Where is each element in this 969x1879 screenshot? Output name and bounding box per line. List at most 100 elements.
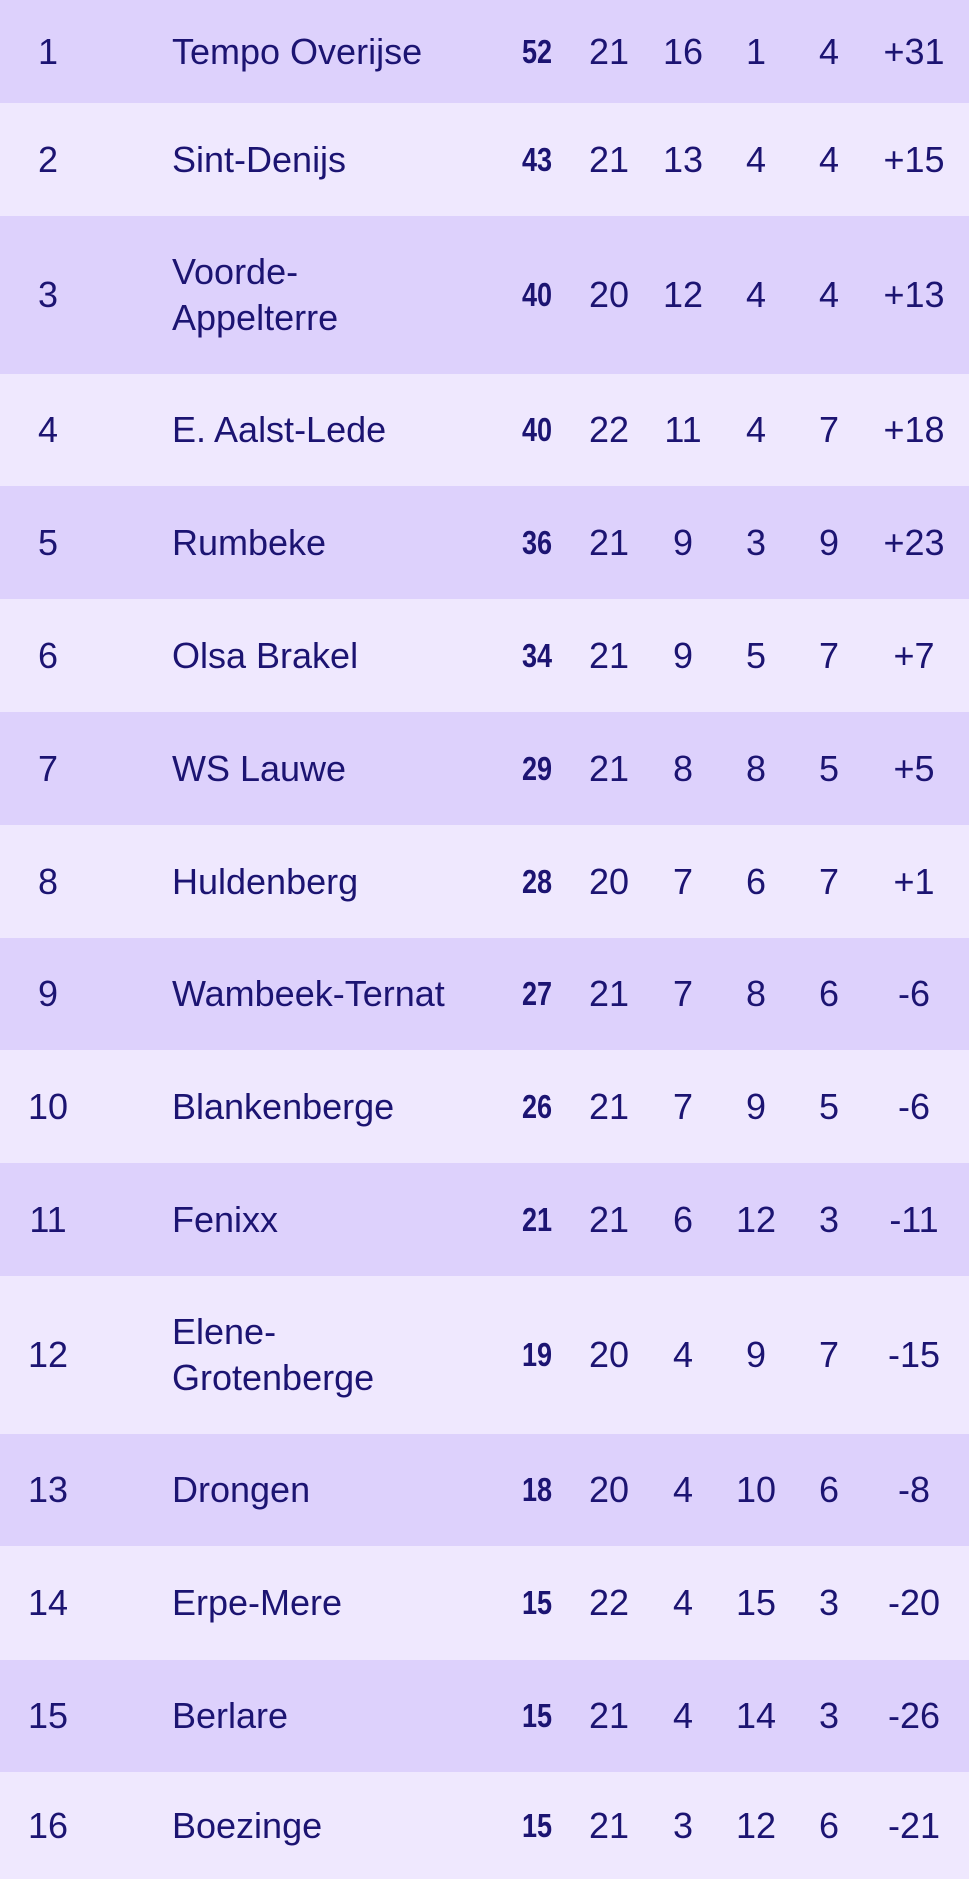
- rank-cell: 4: [37, 409, 59, 450]
- table-row[interactable]: 11 Fenixx 21 21 6 12 3 -11: [0, 1163, 969, 1276]
- drawn-cell: 4: [745, 409, 767, 450]
- table-row[interactable]: 13 Drongen 18 20 4 10 6 -8: [0, 1434, 969, 1546]
- table-row[interactable]: 14 Erpe-Mere 15 22 4 15 3 -20: [0, 1546, 969, 1660]
- team-name: Erpe-Mere: [172, 1582, 343, 1623]
- goal-diff-cell: +13: [883, 274, 945, 315]
- team-name: Drongen: [172, 1469, 311, 1510]
- goal-diff-cell: +18: [883, 409, 945, 450]
- table-row[interactable]: 7 WS Lauwe 29 21 8 8 5 +5: [0, 712, 969, 825]
- played-cell: 20: [588, 274, 630, 315]
- played-cell: 21: [588, 973, 630, 1014]
- played-cell: 20: [588, 1469, 630, 1510]
- rank-cell: 16: [27, 1804, 69, 1846]
- lost-cell: 3: [818, 1695, 840, 1736]
- won-cell: 4: [672, 1469, 694, 1510]
- rank-cell: 1: [37, 30, 59, 72]
- points-cell: 40: [521, 411, 553, 448]
- table-row[interactable]: 15 Berlare 15 21 4 14 3 -26: [0, 1660, 969, 1772]
- lost-cell: 7: [818, 409, 840, 450]
- drawn-cell: 14: [735, 1695, 777, 1736]
- won-cell: 16: [662, 30, 704, 72]
- rank-cell: 3: [37, 274, 59, 315]
- drawn-cell: 5: [745, 634, 767, 676]
- rank-cell: 9: [37, 973, 59, 1014]
- played-cell: 21: [588, 138, 630, 180]
- table-row[interactable]: 8 Huldenberg 28 20 7 6 7 +1: [0, 825, 969, 938]
- team-name: Huldenberg: [172, 860, 359, 902]
- drawn-cell: 15: [735, 1582, 777, 1623]
- goal-diff-cell: -8: [897, 1469, 930, 1510]
- drawn-cell: 4: [745, 274, 767, 315]
- played-cell: 22: [588, 1582, 630, 1623]
- won-cell: 8: [672, 747, 694, 789]
- won-cell: 9: [672, 521, 694, 563]
- lost-cell: 7: [818, 634, 840, 676]
- rank-cell: 8: [37, 860, 59, 902]
- points-cell: 52: [521, 32, 553, 70]
- lost-cell: 3: [818, 1582, 840, 1623]
- team-name: Elene- Grotenberge: [172, 1311, 375, 1398]
- won-cell: 7: [672, 973, 694, 1014]
- team-name: Tempo Overijse: [172, 30, 423, 72]
- rank-cell: 13: [27, 1469, 69, 1510]
- table-row[interactable]: 5 Rumbeke 36 21 9 3 9 +23: [0, 486, 969, 599]
- goal-diff-cell: +5: [893, 747, 935, 789]
- rank-cell: 5: [37, 521, 59, 563]
- lost-cell: 6: [818, 1469, 840, 1510]
- won-cell: 4: [672, 1695, 694, 1736]
- team-name: Olsa Brakel: [172, 634, 359, 676]
- points-cell: 43: [521, 140, 553, 178]
- lost-cell: 4: [818, 138, 840, 180]
- drawn-cell: 8: [745, 747, 767, 789]
- rank-cell: 14: [27, 1582, 69, 1623]
- goal-diff-cell: +15: [883, 138, 945, 180]
- won-cell: 13: [662, 138, 704, 180]
- points-cell: 28: [521, 862, 553, 900]
- won-cell: 4: [672, 1582, 694, 1623]
- lost-cell: 5: [818, 1085, 840, 1127]
- played-cell: 21: [588, 1198, 630, 1240]
- team-name: Voorde- Appelterre: [172, 251, 339, 338]
- rank-cell: 12: [27, 1334, 69, 1375]
- team-name: Blankenberge: [172, 1085, 395, 1127]
- drawn-cell: 8: [745, 973, 767, 1014]
- table-row[interactable]: 12 Elene- Grotenberge 19 20 4 9 7 -15: [0, 1276, 969, 1434]
- won-cell: 4: [672, 1334, 694, 1375]
- drawn-cell: 12: [735, 1804, 777, 1846]
- lost-cell: 4: [818, 30, 840, 72]
- lost-cell: 6: [818, 1804, 840, 1846]
- points-cell: 15: [521, 1806, 553, 1844]
- goal-diff-cell: -11: [889, 1198, 939, 1240]
- table-row[interactable]: 9 Wambeek-Ternat 27 21 7 8 6 -6: [0, 938, 969, 1050]
- played-cell: 20: [588, 860, 630, 902]
- goal-diff-cell: -15: [887, 1334, 941, 1375]
- drawn-cell: 6: [745, 860, 767, 902]
- goal-diff-cell: +1: [893, 860, 935, 902]
- points-cell: 29: [521, 749, 553, 787]
- team-name: WS Lauwe: [172, 747, 347, 789]
- rank-cell: 2: [37, 138, 59, 180]
- table-row[interactable]: 6 Olsa Brakel 34 21 9 5 7 +7: [0, 599, 969, 712]
- table-row[interactable]: 3 Voorde- Appelterre 40 20 12 4 4 +13: [0, 216, 969, 374]
- points-cell: 19: [521, 1336, 553, 1373]
- points-cell: 36: [521, 523, 553, 561]
- played-cell: 21: [588, 1695, 630, 1736]
- lost-cell: 4: [818, 274, 840, 315]
- points-cell: 40: [521, 276, 553, 313]
- lost-cell: 6: [818, 973, 840, 1014]
- table-row[interactable]: 2 Sint-Denijs 43 21 13 4 4 +15: [0, 103, 969, 216]
- won-cell: 7: [672, 860, 694, 902]
- table-row[interactable]: 1 Tempo Overijse 52 21 16 1 4 +31: [0, 0, 969, 103]
- points-cell: 27: [521, 975, 553, 1012]
- table-row[interactable]: 16 Boezinge 15 21 3 12 6 -21: [0, 1772, 969, 1879]
- table-row[interactable]: 10 Blankenberge 26 21 7 9 5 -6: [0, 1050, 969, 1163]
- team-name: Boezinge: [172, 1804, 323, 1846]
- played-cell: 21: [588, 30, 630, 72]
- won-cell: 9: [672, 634, 694, 676]
- goal-diff-cell: +7: [893, 634, 935, 676]
- table-row[interactable]: 4 E. Aalst-Lede 40 22 11 4 7 +18: [0, 374, 969, 486]
- lost-cell: 5: [818, 747, 840, 789]
- team-name: Rumbeke: [172, 521, 327, 563]
- won-cell: 11: [664, 409, 702, 450]
- points-cell: 34: [521, 636, 553, 674]
